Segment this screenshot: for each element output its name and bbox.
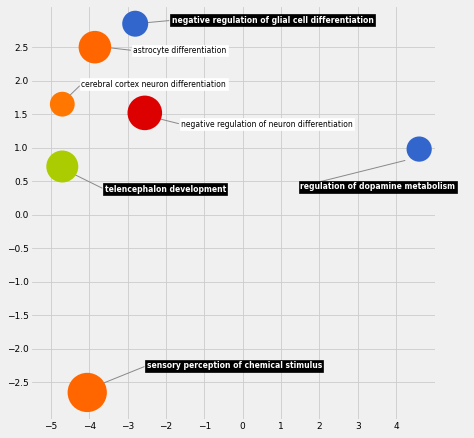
Text: regulation of dopamine metabolism: regulation of dopamine metabolism xyxy=(300,182,455,191)
Text: telencephalon development: telencephalon development xyxy=(104,185,226,194)
Point xyxy=(58,163,66,170)
Point xyxy=(415,145,423,152)
Text: negative regulation of neuron differentiation: negative regulation of neuron differenti… xyxy=(181,120,353,129)
Text: astrocyte differentiation: astrocyte differentiation xyxy=(133,46,227,55)
Point xyxy=(141,110,148,117)
Point xyxy=(131,20,139,27)
Point xyxy=(83,389,91,396)
Point xyxy=(91,44,99,51)
Text: sensory perception of chemical stimulus: sensory perception of chemical stimulus xyxy=(147,361,322,370)
Text: cerebral cortex neuron differentiation: cerebral cortex neuron differentiation xyxy=(82,80,226,88)
Text: negative regulation of glial cell differentiation: negative regulation of glial cell differ… xyxy=(172,16,374,25)
Point xyxy=(58,101,66,108)
